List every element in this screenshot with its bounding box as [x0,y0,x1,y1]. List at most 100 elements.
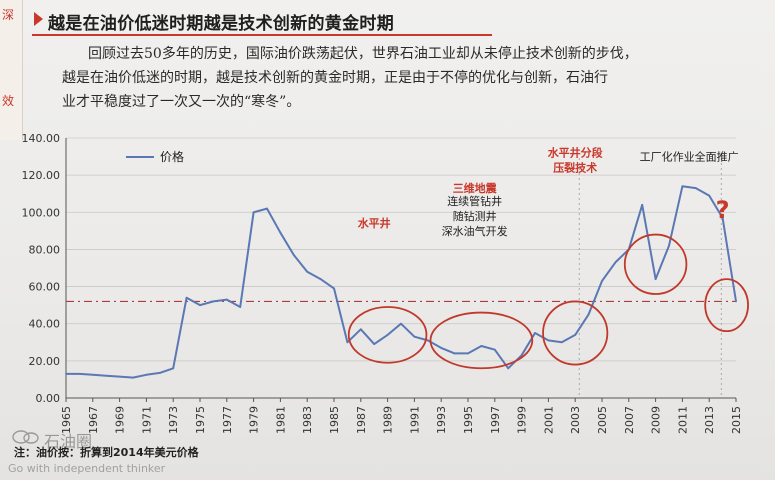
paragraph-line: 越是在油价低迷的时期，越是技术创新的黄金时期，正是由于不停的优化与创新，石油行 [62,70,608,86]
x-tick-label: 2001 [542,406,555,434]
price-point [614,261,617,264]
price-point [520,354,523,357]
footer-note: 注：油价按：折算到2014年美元价格 [14,446,199,459]
price-point [694,187,697,190]
y-tick-label: 40.00 [29,318,61,331]
price-point [493,348,496,351]
x-tick-label: 2011 [676,406,689,434]
price-point [225,298,228,301]
grid-lines [66,137,736,399]
annotation-label: ? [716,196,730,224]
price-point [386,333,389,336]
price-point [413,335,416,338]
x-tick-label: 1971 [140,406,153,434]
highlight-circle [542,300,609,366]
x-tick-label: 1975 [194,406,207,434]
price-point [78,372,81,375]
x-tick-label: 1993 [435,406,448,434]
y-tick-label: 100.00 [22,206,61,219]
heading-arrow-icon [34,12,43,26]
price-point [306,270,309,273]
x-tick-label: 1991 [408,406,421,434]
price-point [681,185,684,188]
price-point [185,296,188,299]
x-tick-label: 1973 [167,406,180,434]
legend-label: 价格 [160,149,184,164]
x-tick-label: 2007 [623,406,636,434]
y-tick-label: 20.00 [29,355,61,368]
y-tick-label: 120.00 [22,169,61,182]
highlight-circle [347,306,428,364]
annotation-label: 工厂化作业全面推广 [640,149,739,163]
x-tick-label: 1995 [462,406,475,434]
price-point [359,328,362,331]
price-point [105,374,108,377]
highlight-circle [429,311,534,370]
paragraph-line: 业才平稳度过了一次又一次的“寒冬”。 [62,94,301,110]
x-tick-label: 1999 [516,406,529,434]
paragraph-line: 回顾过去50多年的历史，国际油价跌荡起伏，世界石油工业却从未停止技术创新的步伐， [88,46,638,62]
price-point [172,367,175,370]
highlight-circle [704,278,749,333]
annotation-label: 随钻测井 [453,209,497,223]
price-point [641,203,644,206]
section-heading: 越是在油价低迷时期越是技术创新的黄金时期 [48,14,394,34]
price-point [560,341,563,344]
y-tick-label: 140.00 [22,132,61,145]
heading-underline [32,8,492,36]
margin-mark-2: 效 [2,94,15,108]
x-tick-label: 2015 [730,406,743,434]
price-point [252,211,255,214]
wechat-icon [12,430,39,444]
x-tick-label: 1981 [274,406,287,434]
x-tick-label: 1983 [301,406,314,434]
margin-mark-1: 深 [2,8,15,22]
price-point [721,216,724,219]
watermark-tagline: Go with independent thinker [8,462,166,475]
price-point [547,339,550,342]
price-point [587,313,590,316]
watermark-name: 石油圈 [44,432,93,451]
price-point [145,373,148,376]
highlight-circle [623,233,688,295]
price-point [266,207,268,210]
intro-paragraph: 回顾过去50多年的历史，国际油价跌荡起伏，世界石油工业却从未停止技术创新的步伐，… [62,42,752,114]
price-point [708,194,711,197]
price-point [132,376,134,379]
price-point [668,244,670,247]
price-point [426,339,429,342]
price-point [601,280,603,282]
x-tick-label: 1985 [328,406,341,434]
price-point [199,304,201,307]
x-tick-label: 1967 [87,406,100,434]
price-point [453,352,456,355]
y-tick-label: 60.00 [29,281,61,294]
annotation-label: 压裂技术 [553,161,597,175]
x-tick-label: 1977 [221,406,234,434]
margin-strip: 深 效 [0,0,23,140]
price-point [118,375,121,378]
annotation-label: 三维地震 [453,181,498,195]
price-point [735,300,737,303]
price-point [158,372,161,374]
price-point [239,306,242,308]
y-tick-label: 80.00 [29,243,61,256]
annotation-label: 连续管钻井 [447,194,502,208]
axes: 0.00 20.00 40.00 60.00 80.00 100.00 120.00 140.… [22,132,744,434]
price-point [400,322,402,325]
annotation-label: 水平井分段 [548,146,603,160]
annotation-label: 水平井 [358,216,391,230]
x-tick-label: 1989 [382,406,395,434]
price-point [654,278,657,281]
series-group [65,185,737,379]
price-point [507,367,510,370]
price-point [440,346,443,349]
price-point [319,278,322,281]
x-tick-label: 1979 [248,406,261,434]
legend: 价格 [126,149,184,164]
x-tick-label: 2005 [596,406,609,434]
x-tick-label: 2003 [569,406,582,434]
price-point [333,287,335,290]
